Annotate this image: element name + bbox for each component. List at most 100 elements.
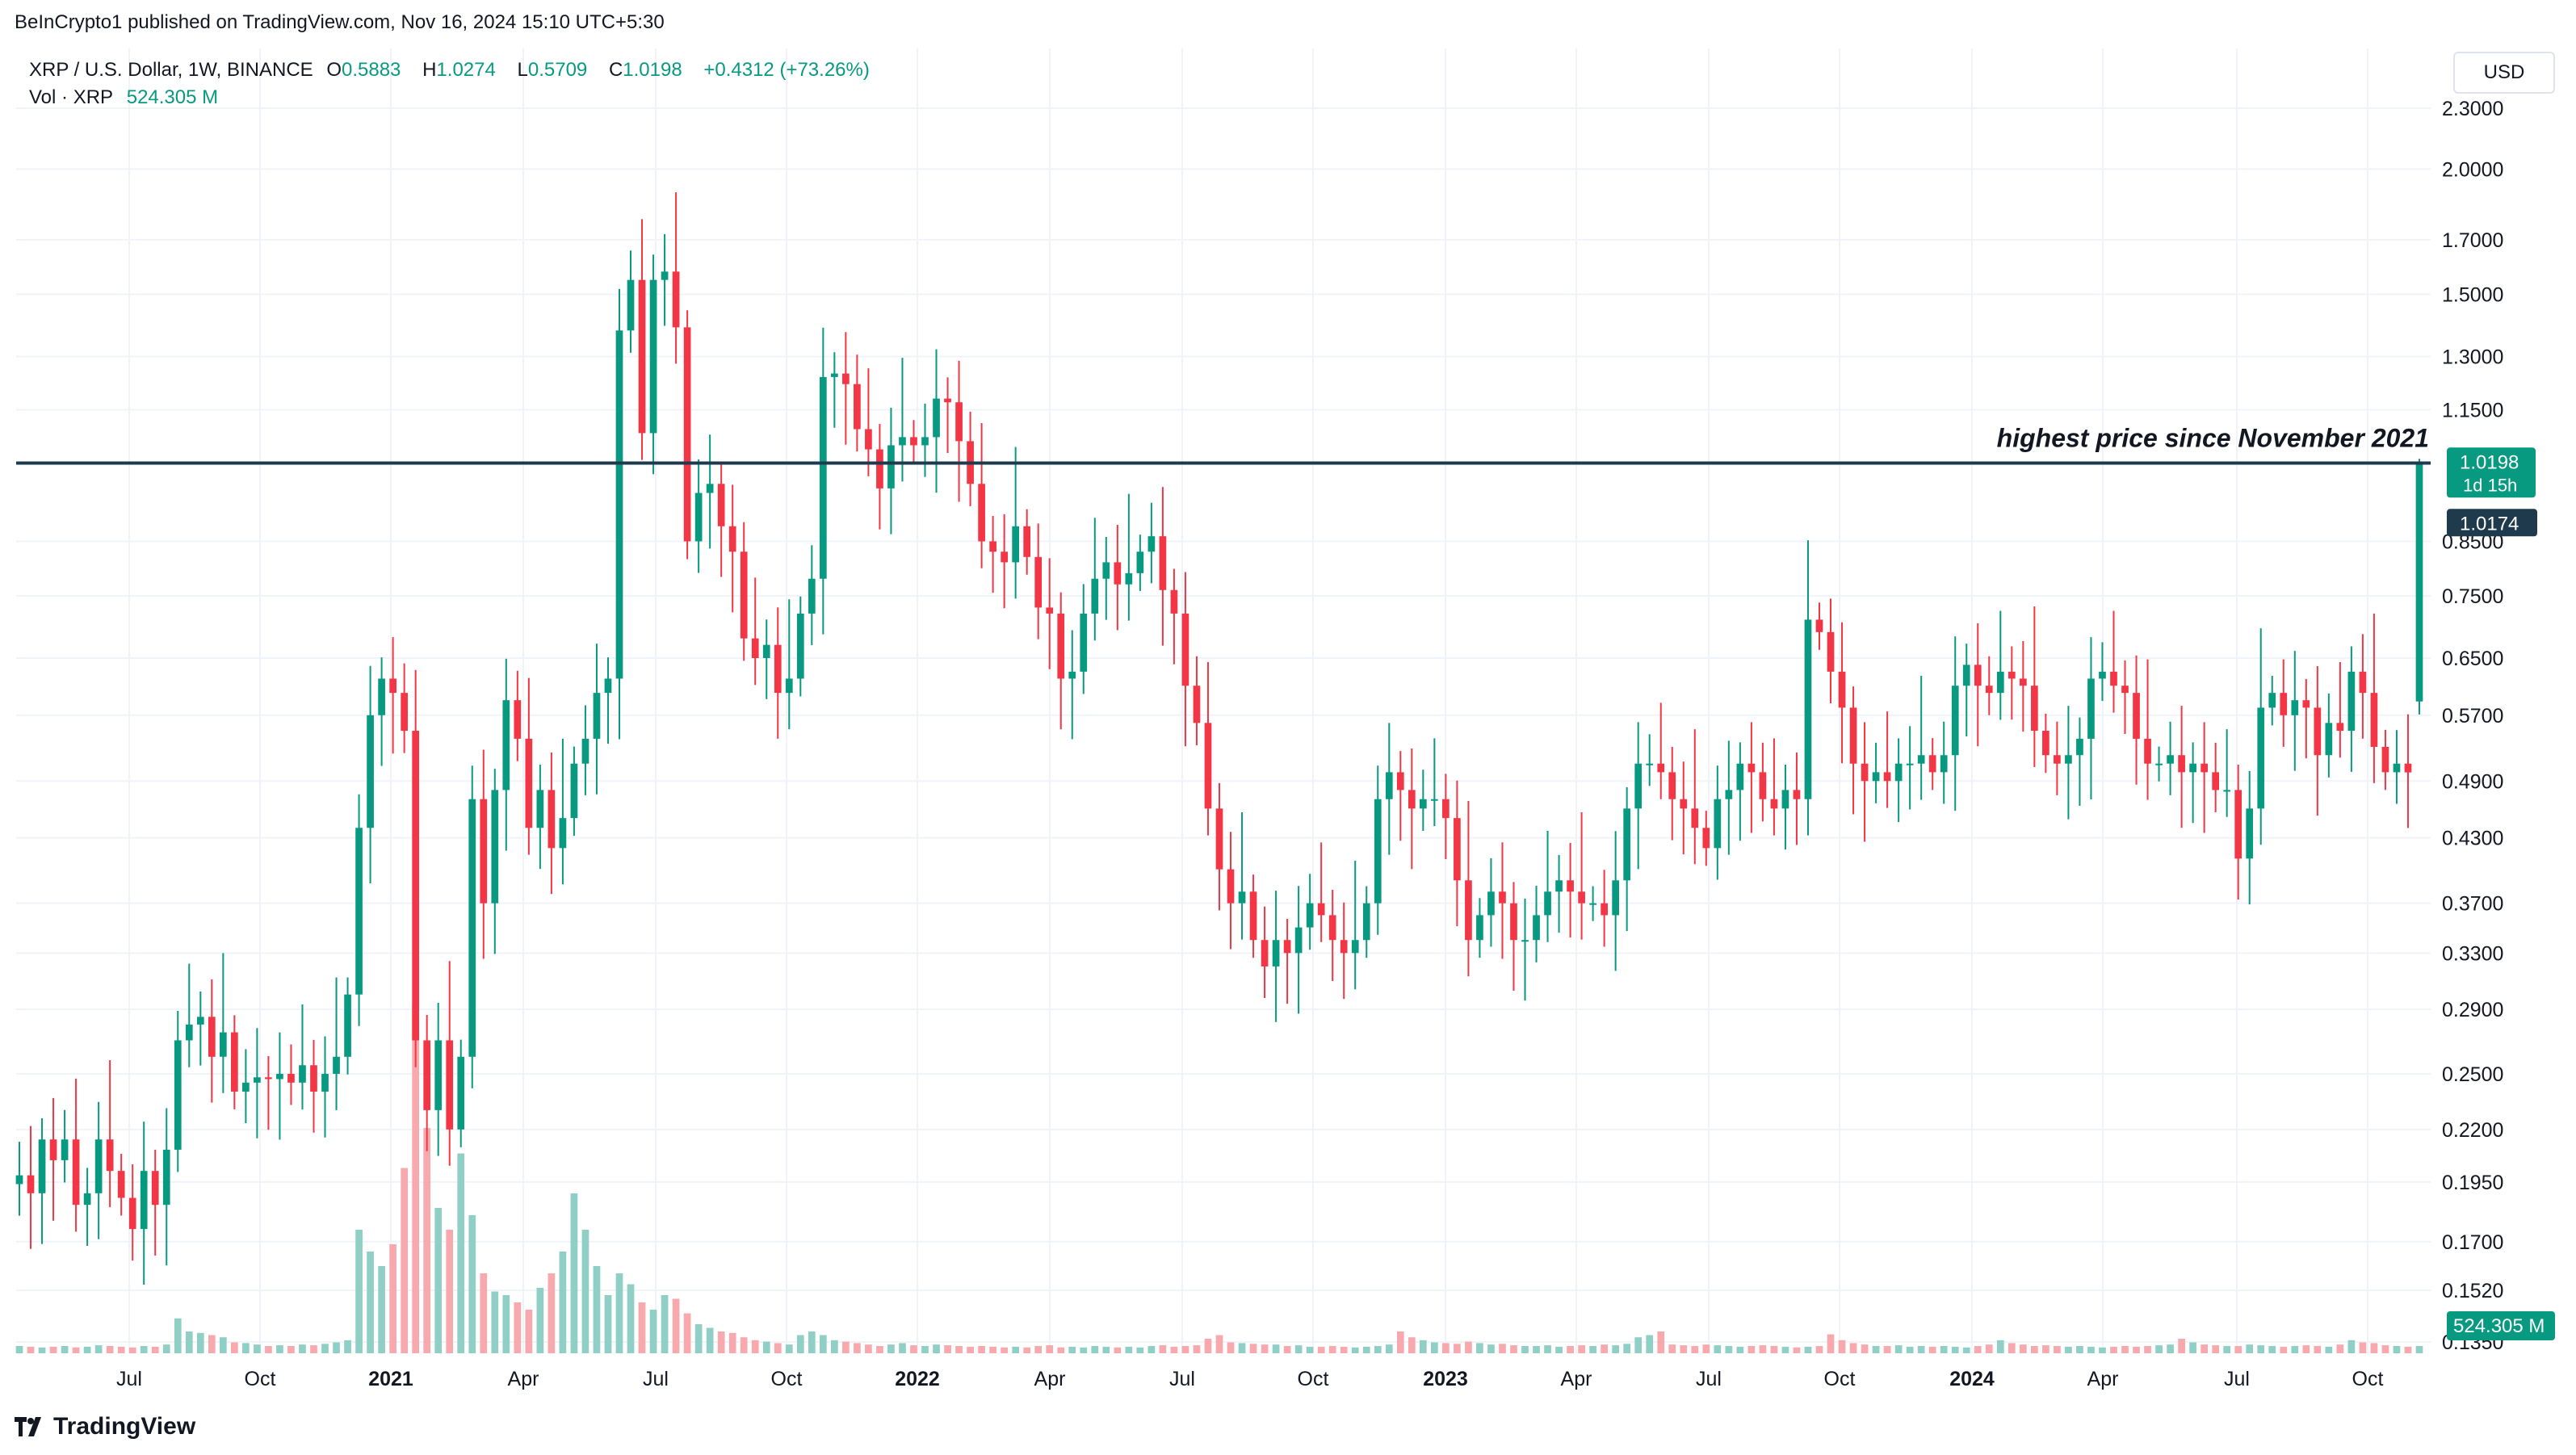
volume-bar <box>570 1193 578 1353</box>
volume-bar <box>276 1345 283 1353</box>
volume-bar <box>899 1343 906 1353</box>
candle-body <box>1849 707 1857 764</box>
volume-bar <box>2393 1346 2401 1353</box>
candle-body <box>1601 903 1608 916</box>
x-tick-label: Apr <box>508 1368 539 1390</box>
volume-bar <box>536 1288 544 1353</box>
volume-bar <box>310 1345 317 1353</box>
candle-body <box>1555 880 1563 892</box>
volume-bar <box>604 1295 612 1353</box>
volume-bar <box>1125 1346 1133 1353</box>
candle-body <box>1657 763 1665 773</box>
volume-bar <box>27 1346 35 1353</box>
price-axis[interactable]: 2.30002.00001.70001.50001.30001.15000.85… <box>2442 98 2503 1354</box>
volume-bar <box>1001 1347 1008 1353</box>
currency-button[interactable]: USD <box>2453 52 2555 94</box>
volume-bar <box>2370 1343 2378 1353</box>
volume-bar <box>231 1342 238 1353</box>
volume-bar <box>1249 1344 1257 1353</box>
volume-bar <box>1396 1331 1404 1353</box>
volume-bar <box>2280 1346 2288 1353</box>
hline-price-tag <box>2447 509 2537 537</box>
volume-bar <box>412 1004 420 1353</box>
candle-body <box>468 799 476 1057</box>
candle-body <box>1114 562 1122 585</box>
candle-body <box>796 613 804 679</box>
candle-body <box>944 398 951 403</box>
candle-body <box>412 731 420 1041</box>
candle-body <box>128 1197 136 1230</box>
last-volume-label: 524.305 M <box>2453 1315 2545 1337</box>
candle-body <box>831 373 838 377</box>
time-axis[interactable]: Jul Oct 2021 Apr Jul Oct 2022 Apr Jul Oct 2023 Apr J… <box>116 1368 2383 1390</box>
volume-bar <box>1883 1346 1891 1353</box>
candle-body <box>502 700 510 790</box>
candle-body <box>1385 772 1393 799</box>
candle-body <box>265 1077 272 1080</box>
volume-bar <box>61 1346 69 1353</box>
candle-body <box>2234 790 2242 859</box>
volume-bar <box>49 1346 57 1353</box>
candle-body <box>1091 578 1099 614</box>
volume-bar <box>1940 1346 1948 1353</box>
candle-body <box>355 828 363 995</box>
publisher-attribution: BeInCrypto1 published on TradingView.com… <box>15 11 665 33</box>
symbol-title[interactable]: XRP / U.S. Dollar, 1W, BINANCE <box>29 59 313 81</box>
tradingview-logo[interactable]: TradingView <box>15 1413 195 1440</box>
volume-bar <box>1034 1346 1043 1353</box>
candle-body <box>231 1032 238 1092</box>
volume-bar <box>694 1324 703 1353</box>
volume-bar <box>728 1332 736 1353</box>
volume-bar <box>1804 1346 1812 1353</box>
x-tick-label: Oct <box>1298 1368 1329 1390</box>
volume-bar <box>581 1230 589 1353</box>
candle-body <box>1567 880 1574 892</box>
volume-bar <box>1193 1345 1201 1353</box>
candle-body <box>2076 738 2083 756</box>
volume-bar <box>1499 1344 1506 1353</box>
candle-body <box>2280 693 2288 715</box>
candle-body <box>1736 763 1744 790</box>
candle-body <box>559 818 567 849</box>
volume-bar <box>2291 1346 2299 1353</box>
volume-bar <box>1012 1346 1020 1353</box>
volume-bar <box>615 1273 623 1353</box>
candle-body <box>174 1040 182 1150</box>
candle-body <box>921 437 929 446</box>
y-tick-label: 1.7000 <box>2442 229 2503 252</box>
volume-bar <box>2347 1340 2356 1353</box>
volume-label[interactable]: Vol · XRP <box>29 86 114 108</box>
candle-body <box>1906 763 1914 765</box>
candle-body <box>287 1073 295 1083</box>
volume-bar <box>1159 1345 1167 1353</box>
candle-body <box>1068 671 1076 679</box>
volume-bar <box>1204 1339 1212 1353</box>
candle-body <box>615 330 623 679</box>
volume-bar <box>1691 1346 1699 1353</box>
volume-bar <box>796 1335 804 1353</box>
candle-body <box>1510 903 1517 941</box>
candle-body <box>1454 818 1461 881</box>
volume-bar <box>1815 1346 1823 1353</box>
candle-body <box>2257 707 2265 809</box>
candle-body <box>2336 723 2344 732</box>
candle-body <box>219 1032 227 1057</box>
candle-body <box>2393 763 2401 773</box>
candle-body <box>1476 915 1483 941</box>
volume-bar <box>1272 1344 1280 1353</box>
volume-bar <box>128 1347 136 1353</box>
volume-bar <box>2019 1344 2027 1353</box>
volume-bar <box>2054 1346 2061 1353</box>
candle-body <box>899 437 906 446</box>
volume-bar <box>401 1168 408 1353</box>
volume-bar <box>661 1295 669 1353</box>
candle-body <box>672 271 680 328</box>
y-tick-label: 0.2900 <box>2442 999 2503 1021</box>
y-tick-label: 0.3300 <box>2442 942 2503 965</box>
candle-body <box>808 578 816 614</box>
volume-bar <box>785 1344 793 1353</box>
candle-body <box>2155 763 2163 765</box>
volume-bar <box>2223 1346 2231 1353</box>
candle-body <box>446 1040 454 1130</box>
